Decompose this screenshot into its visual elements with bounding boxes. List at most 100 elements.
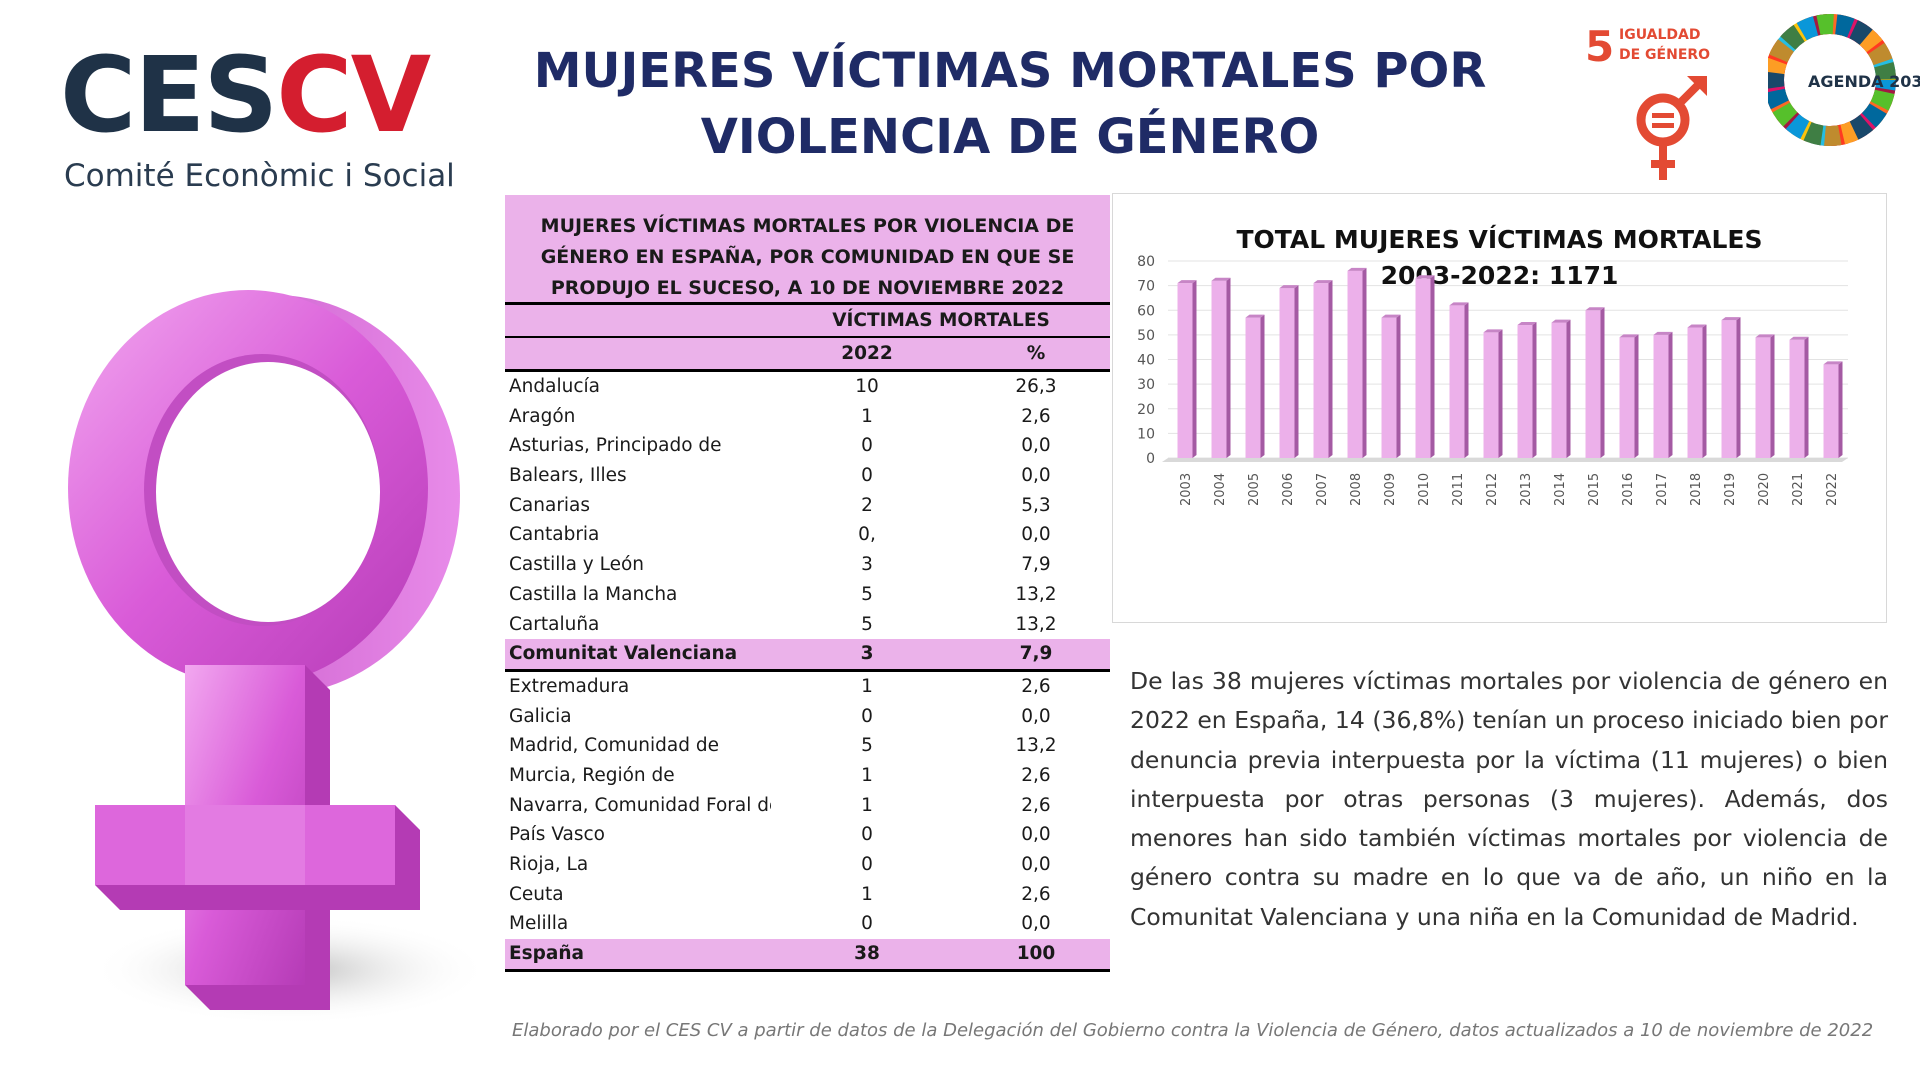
percent-cell: 13,2 <box>1015 613 1057 635</box>
region-cell: España <box>509 943 585 965</box>
y-tick-label: 20 <box>1137 402 1155 418</box>
bar-side <box>1328 280 1333 458</box>
x-tick-label: 2013 <box>1519 473 1534 506</box>
chart-plot: 0 10 20 30 40 50 60 70 80 2003 2004 2005 2006 2007 200… <box>1137 254 1848 506</box>
table-row: Melilla 0 0,0 <box>505 909 1110 939</box>
bar <box>1279 288 1295 458</box>
sdg5-number: 5 <box>1585 22 1615 71</box>
bar-side <box>1464 302 1469 458</box>
x-tick-label: 2003 <box>1179 473 1194 506</box>
table-group-header-row: VÍCTIMAS MORTALES <box>505 305 1110 338</box>
x-tick-label: 2015 <box>1587 473 1602 506</box>
logo-ces: CES <box>60 34 278 156</box>
x-tick-label: 2020 <box>1757 473 1772 506</box>
bar-side <box>1600 307 1605 458</box>
percent-cell: 13,2 <box>1015 735 1057 757</box>
x-tick-label: 2019 <box>1723 473 1738 506</box>
percent-cell: 2,6 <box>1021 794 1051 816</box>
x-tick-label: 2014 <box>1553 473 1568 506</box>
bar-side <box>1668 331 1673 458</box>
bar-top <box>1619 334 1639 338</box>
table-row: Cartaluña 5 13,2 <box>505 610 1110 640</box>
cescv-logo: CESCV Comité Econòmic i Social <box>60 40 460 200</box>
bar-side <box>1294 285 1299 458</box>
logo-cv: CV <box>276 34 431 156</box>
bar-side <box>1226 277 1231 458</box>
table-row: Aragón 1 2,6 <box>505 402 1110 432</box>
bar <box>1551 322 1567 458</box>
table-title-line3: PRODUJO EL SUCESO, A 10 DE NOVIEMBRE 202… <box>550 277 1065 299</box>
table-row-highlight: Comunitat Valenciana 3 7,9 <box>505 639 1110 672</box>
victims-cell: 0 <box>861 705 873 727</box>
gender-equality-icon <box>1636 76 1707 180</box>
region-cell: Canarias <box>509 494 591 516</box>
table-row: Cantabria 0, 0,0 <box>505 520 1110 550</box>
bar-side <box>1260 314 1265 458</box>
table-row: Rioja, La 0 0,0 <box>505 850 1110 880</box>
x-tick-label: 2021 <box>1791 473 1806 506</box>
table-row: Galicia 0 0,0 <box>505 702 1110 732</box>
bar <box>1347 270 1363 458</box>
bar-side <box>1736 317 1741 458</box>
x-tick-label: 2005 <box>1247 473 1262 506</box>
bar-top <box>1245 314 1265 318</box>
region-cell: Balears, Illes <box>509 465 627 487</box>
region-cell: Asturias, Principado de <box>509 435 722 457</box>
bar <box>1823 364 1839 458</box>
x-tick-label: 2004 <box>1213 473 1228 506</box>
col-header-pct: % <box>1026 343 1046 364</box>
region-cell: Aragón <box>509 405 576 427</box>
bar-side <box>1838 361 1843 458</box>
victims-cell: 0, <box>858 524 876 546</box>
bar-side <box>1566 319 1571 458</box>
bar-top <box>1279 285 1299 289</box>
victims-cell: 5 <box>861 735 873 757</box>
percent-cell: 5,3 <box>1021 494 1051 516</box>
title-line-2: VIOLENCIA DE GÉNERO <box>700 109 1320 165</box>
y-tick-label: 50 <box>1137 328 1155 344</box>
bar-top <box>1687 324 1707 328</box>
x-tick-label: 2016 <box>1621 473 1636 506</box>
logo-subtitle: Comité Econòmic i Social <box>64 158 455 194</box>
bar <box>1585 310 1601 458</box>
y-tick-label: 80 <box>1137 254 1155 270</box>
bar <box>1245 317 1261 458</box>
table-row-total: España 38 100 <box>505 939 1110 972</box>
victims-cell: 0 <box>861 824 873 846</box>
victims-cell: 0 <box>861 854 873 875</box>
y-tick-label: 30 <box>1137 377 1155 393</box>
sdg5-label-line2: DE GÉNERO <box>1619 47 1711 63</box>
bar <box>1653 334 1669 458</box>
percent-cell: 2,6 <box>1021 405 1051 427</box>
victims-cell: 3 <box>860 643 874 665</box>
summary-paragraph: De las 38 mujeres víctimas mortales por … <box>1130 667 1888 931</box>
group-header: VÍCTIMAS MORTALES <box>832 310 1050 331</box>
bar-top <box>1755 334 1775 338</box>
sdg5-label-line1: IGUALDAD <box>1619 27 1701 43</box>
table-title: MUJERES VÍCTIMAS MORTALES POR VIOLENCIA … <box>505 195 1110 305</box>
y-tick-label: 0 <box>1146 451 1155 467</box>
bar-top <box>1415 275 1435 279</box>
region-cell: Andalucía <box>509 376 600 397</box>
region-cell: Madrid, Comunidad de <box>509 735 719 757</box>
bar-top <box>1381 314 1401 318</box>
bar <box>1721 320 1737 458</box>
bar-chart: TOTAL MUJERES VÍCTIMAS MORTALES 2003-202… <box>1112 193 1887 623</box>
region-cell: Extremadura <box>509 675 630 697</box>
region-cell: Melilla <box>509 913 569 935</box>
bar-top <box>1721 317 1741 321</box>
region-cell: Castilla y León <box>509 554 645 576</box>
table-row: Navarra, Comunidad Foral de 1 2,6 <box>505 791 1110 821</box>
victims-cell: 5 <box>861 583 873 605</box>
bar-top <box>1823 361 1843 365</box>
victims-cell: 0 <box>861 465 873 487</box>
x-tick-label: 2007 <box>1315 473 1330 506</box>
region-cell: Murcia, Región de <box>509 764 675 786</box>
victims-cell: 1 <box>861 405 873 427</box>
region-cell: Comunitat Valenciana <box>509 643 738 665</box>
y-tick-label: 60 <box>1137 303 1155 319</box>
bar <box>1313 283 1329 458</box>
bar-top <box>1177 280 1197 284</box>
bar-top <box>1551 319 1571 323</box>
